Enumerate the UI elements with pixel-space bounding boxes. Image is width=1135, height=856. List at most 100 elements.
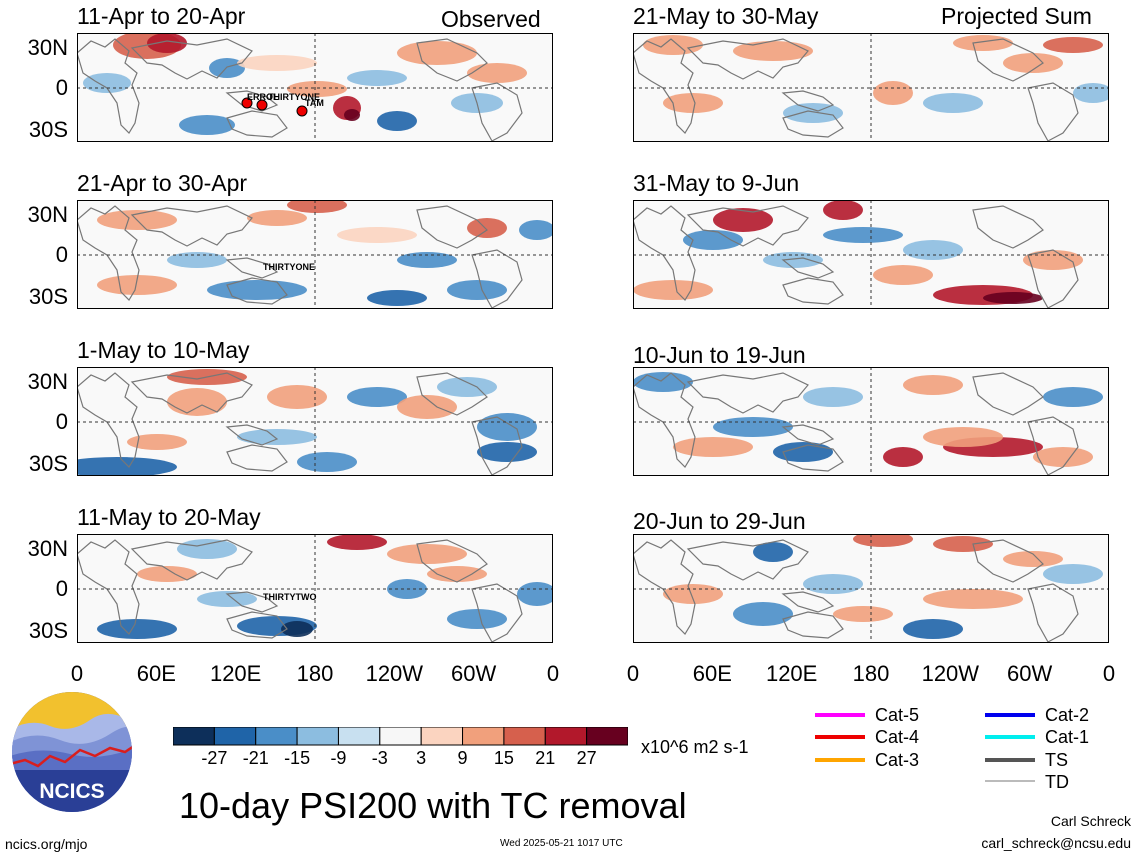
lat-label: 30N (27, 202, 68, 227)
lat-label: 30N (27, 35, 68, 60)
colorbar-segment (379, 727, 422, 746)
colorbar-segment (255, 727, 298, 746)
lat-label: 0 (55, 75, 68, 100)
coastlines (633, 205, 1079, 309)
tc-marker (256, 99, 268, 111)
storm-label-errol: ERROL (247, 92, 279, 102)
logo-text: NCICS (39, 780, 104, 803)
storm-label-thirtyone-2: THIRTYONE (263, 262, 316, 272)
lon-label-left: 120W (365, 661, 424, 686)
tc-marker (296, 105, 308, 117)
lon-label-right: 0 (1102, 661, 1116, 686)
lon-label-left: 60E (136, 661, 176, 686)
colorbar-label: -21 (242, 748, 269, 768)
lon-label-right: 120W (921, 661, 980, 686)
colorbar-label: -15 (284, 748, 311, 768)
observed-label: Observed (441, 6, 541, 32)
tc-legend-swatch (985, 735, 1035, 739)
tc-legend-swatch (815, 735, 865, 739)
lat-label: 0 (55, 409, 68, 434)
lon-label-right: 60W (1007, 661, 1053, 686)
colorbar-segment (337, 727, 381, 746)
map-panel-left-4 (77, 534, 553, 643)
colorbar-segment (173, 727, 215, 746)
panel-title-left-2: 21-Apr to 30-Apr (77, 170, 248, 196)
lon-label-right: 60E (692, 661, 732, 686)
colorbar-segment (462, 727, 505, 746)
colorbar-segment (296, 727, 339, 746)
panel-title-left-3: 1-May to 10-May (77, 337, 250, 363)
coastlines (633, 38, 1079, 142)
colorbar (173, 727, 628, 746)
coastlines (77, 372, 523, 476)
panel-title-right-2: 31-May to 9-Jun (633, 170, 800, 196)
lon-label-right: 180 (852, 661, 890, 686)
coastlines (77, 539, 523, 643)
colorbar-label: 21 (535, 748, 556, 768)
coastlines (633, 372, 1079, 476)
tc-legend-label: Cat-3 (875, 750, 920, 770)
lon-label-right: 120E (765, 661, 818, 686)
tc-legend-label: TD (1045, 772, 1069, 792)
panel-title-right-1: 21-May to 30-May (633, 3, 819, 29)
storm-label-tam: TAM (305, 98, 324, 108)
main-title: 10-day PSI200 with TC removal (179, 785, 687, 826)
lat-label: 30S (28, 117, 68, 142)
storm-label-thirtyone-1: THIRTYONE (268, 92, 321, 102)
anomaly-contours (83, 33, 527, 135)
panel-title-right-3: 10-Jun to 19-Jun (633, 342, 806, 368)
map-panel-right-2 (633, 200, 1109, 309)
colorbar-segment (544, 727, 588, 746)
lat-label: 30N (27, 369, 68, 394)
colorbar-segment (586, 727, 628, 746)
colorbar-label: 15 (493, 748, 514, 768)
site-link[interactable]: ncics.org/mjo (5, 836, 88, 852)
tc-legend-label: Cat-2 (1045, 705, 1090, 725)
lon-label-right: 0 (626, 661, 640, 686)
anomaly-contours (663, 534, 1103, 639)
projected-sum-label: Projected Sum (941, 3, 1092, 29)
colorbar-label: -9 (330, 748, 347, 768)
lon-label-left: 180 (296, 661, 334, 686)
colorbar-label: 9 (457, 748, 468, 768)
tc-legend-label: Cat-5 (875, 705, 920, 725)
tc-legend-swatch (985, 713, 1035, 717)
map-panel-right-4 (633, 534, 1109, 643)
lat-label: 0 (55, 242, 68, 267)
ncics-logo: NCICS (12, 692, 132, 812)
lat-label: 0 (55, 576, 68, 601)
colorbar-label: 3 (416, 748, 427, 768)
author-email[interactable]: carl_schreck@ncsu.edu (981, 835, 1131, 851)
colorbar-label: -3 (371, 748, 388, 768)
lat-label: 30S (28, 618, 68, 643)
timestamp: Wed 2025-05-21 1017 UTC (500, 838, 623, 849)
map-panel-left-3 (77, 367, 553, 476)
lat-label: 30S (28, 284, 68, 309)
tc-legend-label: Cat-1 (1045, 727, 1090, 747)
anomaly-contours (643, 35, 1109, 123)
colorbar-segment (503, 727, 546, 746)
lon-label-left: 0 (70, 661, 84, 686)
tc-marker (241, 97, 253, 109)
tc-legend-swatch (985, 758, 1035, 762)
tc-legend-swatch (815, 758, 865, 762)
map-panel-right-1 (633, 33, 1109, 142)
tc-legend-label: TS (1045, 750, 1069, 770)
lon-label-left: 0 (546, 661, 560, 686)
storm-label-thirtytwo: THIRTYTWO (263, 592, 317, 602)
tc-legend-label: Cat-4 (875, 727, 920, 747)
lat-label: 30S (28, 451, 68, 476)
tc-legend-swatch (815, 713, 865, 717)
lon-label-left: 120E (209, 661, 262, 686)
lon-label-left: 60W (451, 661, 497, 686)
colorbar-segment (213, 727, 257, 746)
panel-title-right-4: 20-Jun to 29-Jun (633, 508, 806, 534)
map-panel-left-1 (77, 33, 553, 142)
tc-legend-swatch (985, 780, 1035, 782)
coastlines (77, 205, 523, 309)
colorbar-segment (420, 727, 464, 746)
map-panel-right-3 (633, 367, 1109, 476)
colorbar-label: -27 (201, 748, 228, 768)
map-panel-left-2 (77, 200, 553, 309)
lat-label: 30N (27, 536, 68, 561)
